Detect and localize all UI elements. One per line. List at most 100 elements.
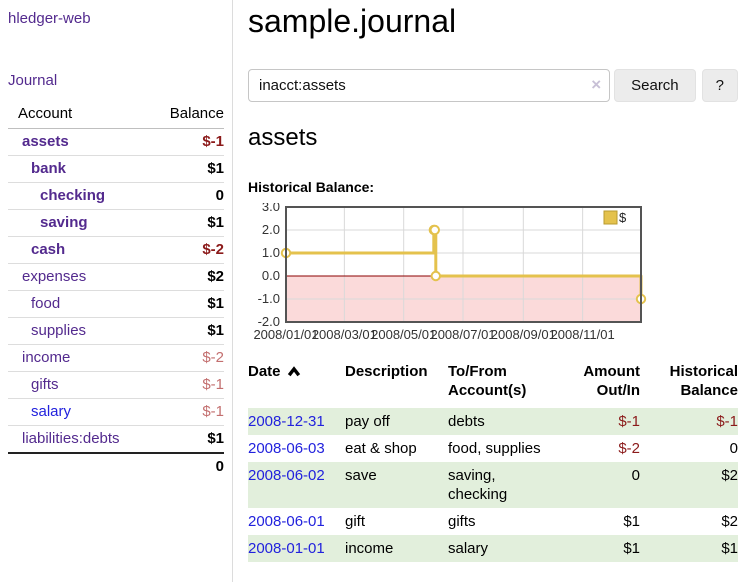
svg-text:2008/07/01: 2008/07/01 <box>430 327 495 342</box>
account-balance: $-1 <box>145 371 224 399</box>
svg-text:-2.0: -2.0 <box>258 314 280 329</box>
account-balance: $-2 <box>145 344 224 372</box>
account-link-cash[interactable]: cash <box>31 241 66 258</box>
transaction-accounts: gifts <box>448 513 476 530</box>
account-balance: $1 <box>145 290 224 318</box>
page-title: sample.journal <box>248 3 457 39</box>
account-balance: $1 <box>145 209 224 237</box>
account-row: liabilities:debts $1 <box>8 425 224 454</box>
transaction-accounts: food, supplies <box>448 440 541 457</box>
account-balance: $1 <box>145 155 224 183</box>
sort-ascending-icon <box>287 366 300 377</box>
app-brand-link[interactable]: hledger-web <box>8 10 91 27</box>
account-row: food $1 <box>8 290 224 318</box>
register-row: 2008-06-03 eat & shop food, supplies $-2 0 <box>248 435 738 462</box>
register-tbody: 2008-12-31 pay off debts $-1 $-1 2008-06-03 ea… <box>248 408 738 562</box>
account-link-checking[interactable]: checking <box>40 187 106 204</box>
transaction-amount: $1 <box>550 535 640 562</box>
account-row: checking 0 <box>8 182 224 210</box>
account-row: income $-2 <box>8 344 224 372</box>
svg-text:2008/03/01: 2008/03/01 <box>312 327 377 342</box>
transaction-balance: $-1 <box>640 408 738 435</box>
register-row: 2008-12-31 pay off debts $-1 $-1 <box>248 408 738 435</box>
account-link-gifts[interactable]: gifts <box>31 376 59 393</box>
account-balance: $-1 <box>145 398 224 426</box>
svg-text:2.0: 2.0 <box>262 222 280 237</box>
transaction-description: income <box>345 535 448 562</box>
transaction-description: eat & shop <box>345 440 417 457</box>
account-link-salary[interactable]: salary <box>31 403 72 420</box>
transaction-balance: 0 <box>729 440 738 457</box>
account-link-liabilities-debts[interactable]: liabilities:debts <box>22 430 120 447</box>
accounts-tbody: assets $-1 bank $1 checking 0 saving $1 cash $-2 e… <box>8 128 224 481</box>
register-row: 2008-06-02 save saving, checking 0 $2 <box>248 462 738 508</box>
transaction-balance: $2 <box>721 513 738 530</box>
accounts-total-row: 0 <box>8 453 224 480</box>
register-row: 2008-01-01 income salary $1 $1 <box>248 535 738 562</box>
transaction-description: gift <box>345 513 366 530</box>
account-link-food[interactable]: food <box>31 295 61 312</box>
account-link-assets[interactable]: assets <box>22 133 69 150</box>
svg-text:0.0: 0.0 <box>262 268 280 283</box>
search-button[interactable]: Search <box>614 69 696 102</box>
transaction-balance: $2 <box>640 462 738 508</box>
register-row: 2008-06-01 gift gifts $1 $2 <box>248 508 738 535</box>
account-balance: $-2 <box>145 236 224 264</box>
accounts-total-value: 0 <box>215 458 224 475</box>
accounts-header-balance: Balance <box>145 105 224 129</box>
account-row: gifts $-1 <box>8 371 224 399</box>
svg-text:2008/05/01: 2008/05/01 <box>371 327 436 342</box>
register-header-date[interactable]: Date <box>248 362 345 408</box>
transaction-date-link[interactable]: 2008-01-01 <box>248 540 325 557</box>
register-header-description: Description <box>345 363 428 380</box>
account-link-supplies[interactable]: supplies <box>31 322 87 339</box>
transaction-balance: $1 <box>640 535 738 562</box>
svg-text:3.0: 3.0 <box>262 203 280 214</box>
account-balance: $1 <box>145 317 224 345</box>
account-row: assets $-1 <box>8 128 224 156</box>
clear-search-icon[interactable]: × <box>591 75 602 94</box>
transaction-description: save <box>345 462 448 508</box>
transaction-date-link[interactable]: 2008-06-03 <box>248 440 325 457</box>
account-link-expenses[interactable]: expenses <box>22 268 87 285</box>
transaction-amount: 0 <box>550 462 640 508</box>
search-form: × Search ? <box>248 69 738 102</box>
account-row: cash $-2 <box>8 236 224 264</box>
transaction-date-link[interactable]: 2008-12-31 <box>248 413 325 430</box>
account-heading: assets <box>248 124 318 151</box>
register-header-accounts: To/From Account(s) <box>448 363 527 399</box>
main-content: sample.journal × Search ? assets Histori… <box>248 0 738 562</box>
transaction-accounts: saving, checking <box>448 462 550 508</box>
svg-text:2008/01/01: 2008/01/01 <box>253 327 318 342</box>
svg-text:1.0: 1.0 <box>262 245 280 260</box>
account-link-saving[interactable]: saving <box>40 214 88 231</box>
account-link-income[interactable]: income <box>22 349 71 366</box>
register-header-amount: Amount Out/In <box>583 363 640 399</box>
register-header-balance: Historical Balance <box>669 363 738 399</box>
svg-text:$: $ <box>619 210 627 225</box>
sidebar: hledger-web Journal Account Balance asse… <box>0 0 233 582</box>
accounts-table: Account Balance assets $-1 bank $1 checking 0… <box>8 105 224 480</box>
account-row: expenses $2 <box>8 263 224 291</box>
account-row: salary $-1 <box>8 398 224 426</box>
transaction-amount: $1 <box>623 513 640 530</box>
accounts-header-account: Account <box>8 105 146 129</box>
nav-journal-link[interactable]: Journal <box>8 72 58 89</box>
account-link-bank[interactable]: bank <box>31 160 67 177</box>
svg-text:2008/09/01: 2008/09/01 <box>491 327 556 342</box>
register-table: Date Description To/From Account(s) Amoun… <box>248 362 738 562</box>
transaction-amount: $-2 <box>618 440 640 457</box>
transaction-date-link[interactable]: 2008-06-01 <box>248 513 325 530</box>
transaction-amount: $-1 <box>550 408 640 435</box>
transaction-description: pay off <box>345 408 448 435</box>
account-balance: 0 <box>145 182 224 210</box>
transaction-date-link[interactable]: 2008-06-02 <box>248 467 325 484</box>
account-balance: $2 <box>145 263 224 291</box>
svg-text:-1.0: -1.0 <box>258 291 280 306</box>
account-balance: $-1 <box>145 128 224 156</box>
chart-title: Historical Balance: <box>248 179 375 195</box>
search-input[interactable] <box>248 69 611 102</box>
balance-chart: $3.0 2.0 1.0 0.0 -1.0 -2.02008/01/012008/03/0… <box>253 203 647 342</box>
account-balance: $1 <box>145 425 224 454</box>
help-button[interactable]: ? <box>701 69 738 102</box>
